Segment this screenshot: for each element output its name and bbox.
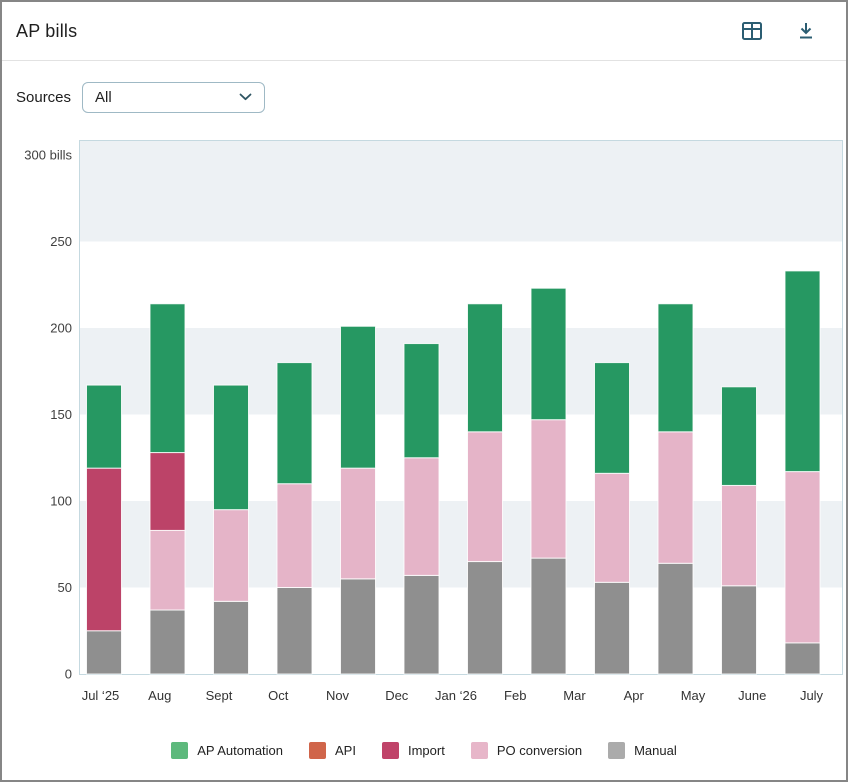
legend-item[interactable]: Manual <box>608 742 677 759</box>
bar-segment[interactable] <box>149 529 186 611</box>
bar-segment[interactable] <box>149 303 186 454</box>
bar-segment[interactable] <box>340 467 376 580</box>
bar-segment[interactable] <box>276 587 313 675</box>
legend-swatch <box>381 742 399 759</box>
bar-segment[interactable] <box>594 581 630 675</box>
bar-segment[interactable] <box>784 471 821 644</box>
x-axis-label: Jan ‘26 <box>435 688 477 703</box>
bar-segment[interactable] <box>403 457 440 576</box>
legend-label: AP Automation <box>197 743 284 758</box>
legend-swatch <box>171 742 189 759</box>
bar-segment[interactable] <box>149 452 186 531</box>
legend-swatch <box>470 742 488 759</box>
bar-segment[interactable] <box>657 562 694 675</box>
header-divider <box>2 60 846 61</box>
y-tick-label: 250 <box>50 234 72 249</box>
table-view-button[interactable] <box>740 19 764 43</box>
bar-segment[interactable] <box>721 585 757 675</box>
bar-segment[interactable] <box>213 384 249 511</box>
bar-segment[interactable] <box>594 362 630 474</box>
bar-segment[interactable] <box>467 561 503 675</box>
bar-segment[interactable] <box>276 362 313 485</box>
legend-swatch <box>608 742 626 759</box>
bar-segment[interactable] <box>86 467 122 632</box>
bar-segment[interactable] <box>530 287 567 421</box>
bar-segment[interactable] <box>594 472 630 583</box>
chevron-down-icon <box>239 93 252 101</box>
x-axis-label: Aug <box>148 688 171 703</box>
filter-row: Sources All <box>2 81 846 113</box>
chart-legend: AP Automation API Import PO conversion Manua… <box>2 742 846 759</box>
legend-item[interactable]: API <box>309 742 356 759</box>
legend-label: API <box>335 743 356 758</box>
bar-segment[interactable] <box>86 630 122 675</box>
bar-segment[interactable] <box>721 386 757 486</box>
sources-select[interactable]: All <box>82 81 266 113</box>
sources-select-value: All <box>95 88 112 106</box>
x-axis-label: July <box>800 688 824 703</box>
legend-label: Import <box>407 743 445 758</box>
bar-segment[interactable] <box>213 600 249 675</box>
bar-segment[interactable] <box>467 303 503 433</box>
x-axis-label: Sept <box>206 688 233 703</box>
bar-segment[interactable] <box>784 642 821 675</box>
y-tick-label: 50 <box>58 580 72 595</box>
bar-segment[interactable] <box>467 431 503 563</box>
bar-segment[interactable] <box>784 270 821 473</box>
legend-item[interactable]: PO conversion <box>470 742 583 759</box>
y-tick-label: 200 <box>50 321 72 336</box>
legend-item[interactable]: Import <box>381 742 445 759</box>
x-axis-label: Mar <box>563 688 586 703</box>
bar-segment[interactable] <box>340 578 376 675</box>
bar-segment[interactable] <box>657 303 694 433</box>
bar-segment[interactable] <box>403 343 440 459</box>
y-tick-label: 0 <box>65 667 72 682</box>
page-title: AP bills <box>16 20 78 41</box>
bar-segment[interactable] <box>340 325 376 469</box>
bar-segment[interactable] <box>276 483 313 589</box>
bar-segment[interactable] <box>149 609 186 675</box>
table-icon <box>742 22 762 40</box>
bar-segment[interactable] <box>86 384 122 469</box>
x-axis-label: Jul ‘25 <box>82 688 120 703</box>
bar-segment[interactable] <box>213 509 249 602</box>
stacked-bar-chart: 0 50 100 150 200 250 300 bills Jul ‘25 Aug Sept Oc… <box>24 140 843 703</box>
x-axis-label: June <box>738 688 766 703</box>
card-header: AP bills <box>2 2 846 60</box>
bar-segment[interactable] <box>657 431 694 564</box>
x-axis-label: Apr <box>624 688 645 703</box>
x-axis-label: May <box>681 688 706 703</box>
x-axis-label: Nov <box>326 688 350 703</box>
bar-segment[interactable] <box>530 419 567 559</box>
y-tick-label: 100 <box>50 494 72 509</box>
legend-label: Manual <box>634 743 677 758</box>
y-tick-label: 300 bills <box>24 148 72 163</box>
bar-segment[interactable] <box>403 574 440 675</box>
y-tick-label: 150 <box>50 407 72 422</box>
legend-swatch <box>309 742 327 759</box>
sources-label: Sources <box>16 88 72 106</box>
legend-item[interactable]: AP Automation <box>171 742 283 759</box>
legend-label: PO conversion <box>496 743 583 758</box>
download-button[interactable] <box>794 19 818 43</box>
x-axis-label: Dec <box>385 688 409 703</box>
download-icon <box>800 23 812 39</box>
bar-segment[interactable] <box>721 484 757 587</box>
x-axis-label: Oct <box>268 688 289 703</box>
bar-segment[interactable] <box>530 557 567 675</box>
x-axis-label: Feb <box>504 688 526 703</box>
